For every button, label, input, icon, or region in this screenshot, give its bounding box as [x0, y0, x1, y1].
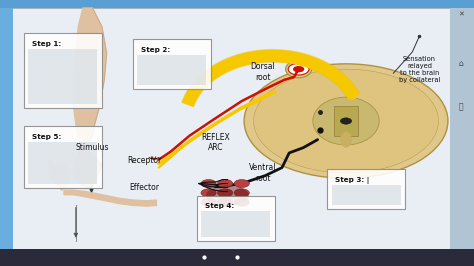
Ellipse shape [234, 189, 249, 197]
FancyBboxPatch shape [12, 8, 450, 250]
Circle shape [293, 66, 304, 72]
Ellipse shape [201, 189, 216, 197]
Text: Step 4:: Step 4: [205, 203, 234, 210]
Circle shape [254, 69, 438, 173]
Text: Receptor: Receptor [128, 156, 162, 165]
FancyBboxPatch shape [327, 169, 405, 209]
Text: Step 3: |: Step 3: | [335, 177, 369, 184]
Text: Stimulus: Stimulus [76, 143, 109, 152]
Ellipse shape [218, 198, 233, 206]
Ellipse shape [201, 180, 216, 188]
FancyBboxPatch shape [334, 106, 358, 136]
Ellipse shape [340, 132, 352, 148]
FancyBboxPatch shape [332, 185, 401, 205]
Text: Step 1:: Step 1: [32, 41, 61, 47]
Text: REFLEX
ARC: REFLEX ARC [201, 133, 230, 152]
Text: Ventral
root: Ventral root [249, 163, 277, 182]
Text: ✕: ✕ [458, 12, 464, 18]
Text: Step 2:: Step 2: [141, 47, 170, 53]
FancyBboxPatch shape [24, 126, 102, 188]
FancyBboxPatch shape [24, 33, 102, 108]
FancyBboxPatch shape [137, 55, 206, 85]
FancyBboxPatch shape [201, 211, 270, 237]
Circle shape [340, 118, 352, 124]
FancyBboxPatch shape [197, 196, 275, 241]
Ellipse shape [285, 61, 312, 78]
Ellipse shape [218, 180, 233, 188]
Ellipse shape [218, 189, 233, 197]
Polygon shape [73, 8, 107, 145]
FancyBboxPatch shape [28, 142, 97, 184]
Text: ⌂: ⌂ [458, 59, 463, 68]
Text: Sensation
relayed
to the brain
by collateral: Sensation relayed to the brain by collat… [399, 56, 440, 83]
Text: Step 5:: Step 5: [32, 134, 61, 140]
Ellipse shape [201, 198, 216, 206]
FancyBboxPatch shape [450, 8, 474, 250]
Ellipse shape [313, 97, 379, 145]
Circle shape [288, 63, 309, 75]
Ellipse shape [206, 186, 249, 205]
Ellipse shape [234, 180, 249, 188]
FancyBboxPatch shape [0, 8, 13, 250]
Circle shape [244, 64, 448, 178]
Polygon shape [47, 161, 69, 190]
Text: Effector: Effector [129, 183, 160, 192]
Text: 🔍: 🔍 [458, 102, 463, 111]
Text: Dorsal
root: Dorsal root [251, 62, 275, 81]
FancyBboxPatch shape [133, 39, 211, 89]
FancyBboxPatch shape [28, 49, 97, 104]
Ellipse shape [234, 198, 249, 206]
Polygon shape [64, 190, 156, 206]
Polygon shape [73, 145, 102, 188]
FancyBboxPatch shape [0, 249, 474, 266]
